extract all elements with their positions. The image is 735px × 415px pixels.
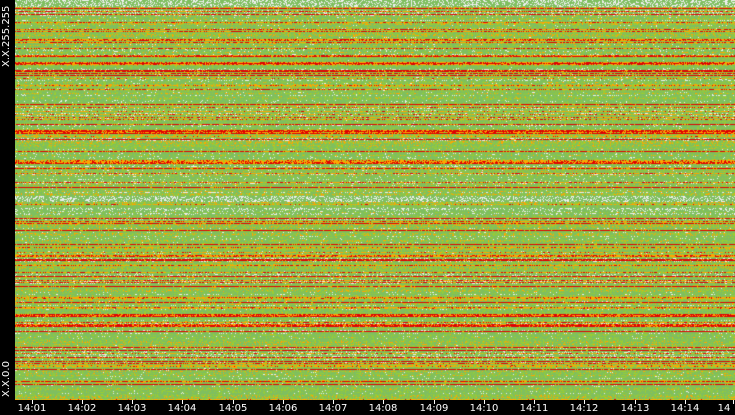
x-tick (132, 400, 133, 404)
x-tick (82, 400, 83, 404)
x-tick (685, 400, 686, 404)
x-tick (182, 400, 183, 404)
x-tick-label: 14:03 (117, 403, 147, 414)
x-tick-label: 14:14 (670, 403, 700, 414)
x-tick-label: 14:11 (519, 403, 549, 414)
heatmap-plot (15, 0, 735, 400)
x-tick (484, 400, 485, 404)
y-axis-top-label: X.X.255.255 (1, 5, 12, 67)
x-tick-label: 14:05 (218, 403, 248, 414)
x-tick-label: 14:08 (368, 403, 398, 414)
x-tick-label: 14:07 (318, 403, 348, 414)
x-tick (534, 400, 535, 404)
x-tick-label: 14:01 (17, 403, 47, 414)
x-tick (434, 400, 435, 404)
x-tick-label: 14:04 (167, 403, 197, 414)
x-tick (283, 400, 284, 404)
x-axis: 14:01 14:02 14:03 14:04 14:05 14:06 14:07 14:08… (0, 400, 735, 415)
x-tick-label: 14:02 (67, 403, 97, 414)
x-tick-label: 14:10 (469, 403, 499, 414)
x-tick-label: 14:06 (268, 403, 298, 414)
y-axis-bottom-label: X.X.0.0 (1, 361, 12, 397)
x-tick (733, 400, 734, 404)
x-tick (333, 400, 334, 404)
x-tick (584, 400, 585, 404)
x-tick-label: 14 (717, 403, 731, 414)
x-tick (233, 400, 234, 404)
x-tick-label: 14:09 (419, 403, 449, 414)
x-tick-label: 14:13 (620, 403, 650, 414)
x-tick (383, 400, 384, 404)
y-axis: X.X.255.255 X.X.0.0 (0, 0, 15, 400)
x-tick (32, 400, 33, 404)
x-tick-label: 14:12 (569, 403, 599, 414)
x-tick (635, 400, 636, 404)
